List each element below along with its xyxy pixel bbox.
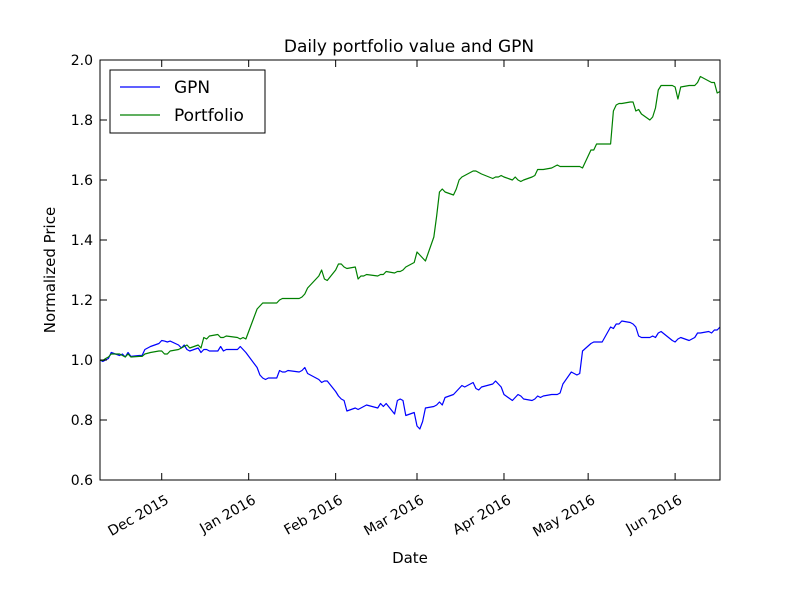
legend-label-portfolio: Portfolio	[174, 106, 244, 126]
y-tick-label: 1.6	[71, 173, 93, 189]
plot-frame	[99, 59, 721, 481]
y-tick-label: 0.6	[71, 473, 93, 489]
series-line-portfolio	[100, 75, 720, 362]
y-tick-label: 0.8	[71, 413, 93, 429]
series-line-gpn	[100, 320, 720, 430]
y-tick-label: 1.2	[71, 293, 93, 309]
series-layer	[100, 75, 720, 430]
y-tick-label: 2.0	[71, 53, 93, 69]
y-tick-label: 1.4	[71, 233, 93, 249]
y-tick-label: 1.0	[71, 353, 93, 369]
chart-title: Daily portfolio value and GPN	[284, 37, 534, 57]
legend-box	[109, 69, 266, 134]
y-tick-label: 1.8	[71, 113, 93, 129]
legend: GPN Portfolio	[109, 69, 266, 134]
x-axis-label: Date	[392, 549, 428, 567]
legend-label-gpn: GPN	[174, 78, 210, 98]
y-axis-label: Normalized Price	[41, 207, 59, 333]
